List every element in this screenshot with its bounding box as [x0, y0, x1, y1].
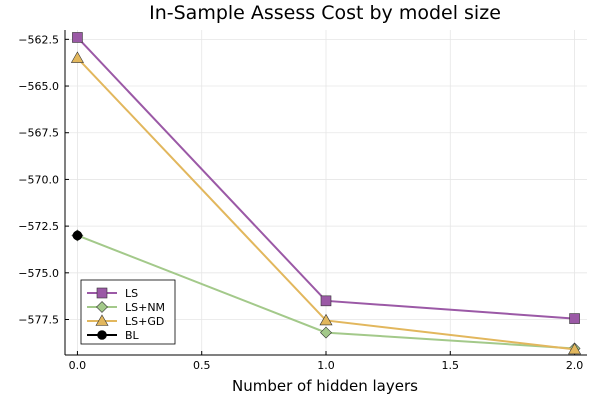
- chart-title: In-Sample Assess Cost by model size: [149, 2, 501, 24]
- data-point-bl: [72, 230, 83, 241]
- legend-marker-ls: [96, 287, 108, 299]
- y-tick-label: −572.5: [18, 220, 59, 233]
- x-tick-label: 0.5: [193, 359, 211, 372]
- series-ls-gd: [70, 51, 582, 355]
- y-tick-label: −577.5: [18, 314, 59, 327]
- data-point-ls: [320, 295, 332, 307]
- legend-label-ls-gd: LS+GD: [125, 315, 164, 328]
- legend-box: [80, 279, 176, 345]
- data-point-ls-gd: [319, 313, 333, 326]
- tick-labels: 0.0 0.5 1.0 1.5 2.0 −562.5 −565.0 −567.5 −570.0 −…: [18, 33, 583, 372]
- y-tick-label: −567.5: [18, 127, 59, 140]
- x-axis-label: Number of hidden layers: [232, 377, 418, 395]
- x-tick-label: 1.5: [442, 359, 460, 372]
- data-point-ls-nm: [320, 326, 332, 339]
- axes: [64, 30, 587, 356]
- series-group: [70, 32, 582, 355]
- y-tick-label: −565.0: [18, 80, 59, 93]
- data-point-ls: [569, 313, 580, 324]
- x-tick-label: 1.0: [317, 359, 335, 372]
- series-ls: [72, 32, 580, 324]
- legend-marker-ls-nm: [96, 301, 108, 313]
- data-point-ls-gd: [70, 51, 84, 63]
- legend-label-bl: BL: [125, 329, 140, 342]
- y-tick-label: −562.5: [18, 33, 59, 46]
- data-point-ls: [72, 32, 83, 43]
- x-tick-label: 0.0: [69, 359, 87, 372]
- legend-label-ls: LS: [125, 287, 138, 300]
- x-tick-label: 2.0: [566, 359, 584, 372]
- y-tick-label: −575.0: [18, 267, 59, 280]
- data-point-ls-gd: [568, 342, 582, 355]
- legend-label-ls-nm: LS+NM: [125, 301, 165, 314]
- series-bl: [72, 230, 83, 241]
- legend-marker-ls-gd: [95, 314, 109, 326]
- legend-marker-bl: [97, 330, 107, 340]
- y-tick-label: −570.0: [18, 173, 59, 186]
